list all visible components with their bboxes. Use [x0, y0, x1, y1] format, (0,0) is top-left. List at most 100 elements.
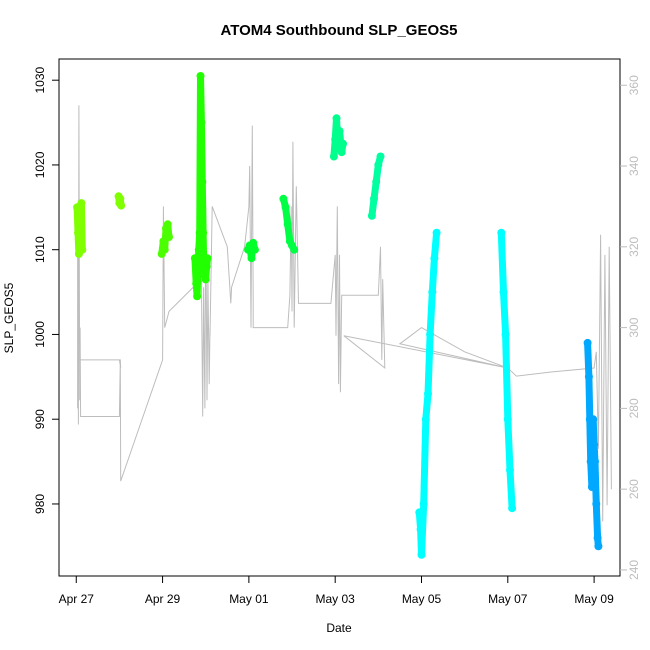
series-4 [244, 238, 259, 263]
data-point [583, 338, 592, 347]
plot-frame [58, 58, 621, 577]
data-point [432, 228, 441, 237]
x-tick-label: Apr 29 [145, 592, 181, 606]
data-point [76, 228, 85, 237]
y2-tick-label: 360 [627, 75, 641, 95]
y2-tick-label: 300 [627, 317, 641, 337]
data-point [281, 203, 290, 212]
y-tick-label: 1000 [33, 321, 47, 348]
data-point [417, 550, 426, 559]
data-point [367, 211, 376, 220]
data-point [192, 279, 201, 288]
x-axis-label: Date [326, 621, 352, 635]
y-axis-label: SLP_GEOS5 [2, 282, 16, 353]
data-point [501, 330, 510, 339]
data-point [201, 275, 210, 284]
data-point [160, 245, 169, 254]
data-point [247, 254, 256, 263]
x-tick-label: May 01 [229, 592, 269, 606]
data-point [499, 288, 508, 297]
series-7 [367, 152, 385, 220]
series-8 [415, 228, 441, 559]
data-point [419, 500, 428, 508]
data-point [376, 152, 385, 161]
series-0 [73, 199, 87, 258]
x-tick-label: May 09 [574, 592, 614, 606]
data-point [283, 220, 292, 229]
data-point [416, 525, 425, 534]
data-point [249, 238, 258, 247]
x-axis: Apr 27 Apr 29 May 01 May 03 May 05 May 07 May … [59, 576, 614, 606]
series-2 [157, 220, 173, 258]
series-10 [583, 338, 603, 551]
data-point [421, 415, 430, 424]
data-point [590, 440, 599, 449]
data-point [587, 483, 596, 491]
x-tick-label: May 03 [316, 592, 356, 606]
data-point [250, 245, 259, 254]
data-point [584, 372, 593, 381]
data-point [497, 228, 506, 237]
data-point [197, 118, 206, 127]
data-point [415, 508, 424, 517]
x-tick-label: Apr 27 [59, 592, 95, 606]
y2-tick-label: 240 [627, 560, 641, 580]
track-layer [77, 105, 612, 522]
data-point [163, 220, 172, 229]
data-point [508, 504, 517, 513]
y-tick-label: 1020 [33, 151, 47, 178]
y-tick-label: 980 [33, 494, 47, 514]
data-point [202, 262, 211, 271]
y2-tick-label: 340 [627, 156, 641, 176]
data-point [75, 211, 84, 220]
data-point [592, 500, 601, 508]
chart-title: ATOM4 Southbound SLP_GEOS5 [221, 22, 458, 39]
data-point [589, 415, 598, 424]
x-tick-label: May 05 [402, 592, 442, 606]
data-point [339, 139, 347, 148]
data-point [430, 254, 439, 263]
data-point [159, 237, 168, 246]
data-point [503, 415, 512, 424]
y-tick-label: 1010 [33, 236, 47, 263]
series-layer [73, 72, 603, 559]
data-point [117, 201, 126, 210]
data-point [335, 127, 344, 135]
series-5 [279, 194, 299, 254]
series-1 [114, 192, 126, 210]
series-line [415, 229, 441, 559]
data-point [332, 114, 341, 123]
data-point [424, 389, 432, 398]
series-9 [497, 228, 517, 513]
data-point [279, 194, 288, 203]
x-tick-label: May 07 [488, 592, 528, 606]
data-point [428, 288, 437, 297]
data-point [77, 199, 86, 208]
data-point [506, 466, 514, 475]
data-point [203, 254, 212, 263]
data-point [199, 228, 208, 237]
y-tick-label: 1030 [33, 67, 47, 94]
data-point [374, 160, 383, 169]
data-point [116, 194, 125, 203]
y-axis: 980 990 1000 1010 1020 1030 [33, 67, 59, 514]
y2-tick-label: 320 [627, 236, 641, 256]
y2-tick-label: 280 [627, 398, 641, 418]
series-6 [329, 114, 347, 161]
data-point [594, 542, 603, 551]
data-point [165, 233, 173, 241]
y2-tick-label: 260 [627, 479, 641, 499]
data-point [426, 330, 435, 339]
data-point [194, 245, 203, 254]
data-point [194, 262, 202, 271]
track-line [77, 105, 612, 522]
data-point [329, 152, 338, 161]
series-3 [190, 72, 212, 301]
data-point [331, 135, 340, 144]
y2-axis: 240 260 280 300 320 340 360 [620, 75, 641, 580]
data-point [290, 245, 299, 254]
data-point [593, 533, 602, 542]
data-point [372, 177, 381, 186]
data-point [190, 254, 199, 263]
